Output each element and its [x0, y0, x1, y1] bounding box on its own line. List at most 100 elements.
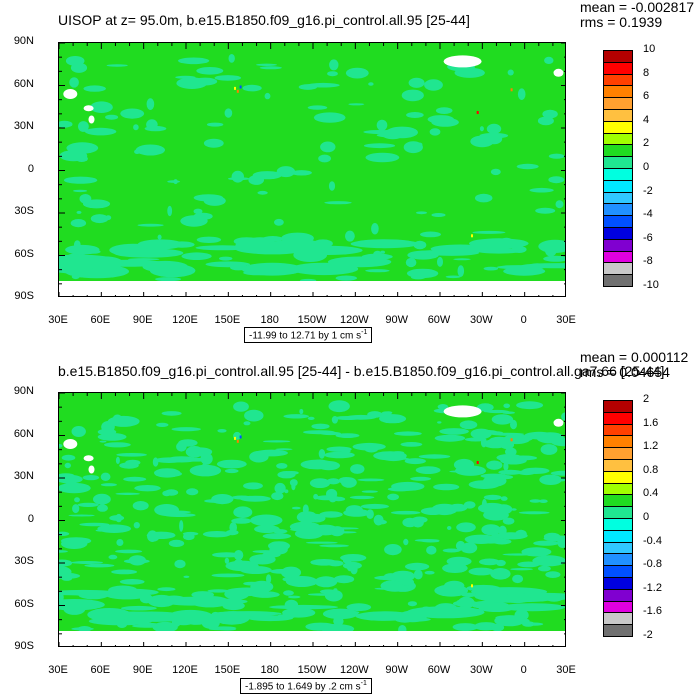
- field-cell: [105, 114, 119, 120]
- field-cell: [456, 599, 473, 604]
- field-cell: [494, 615, 525, 627]
- field-cell: [557, 537, 565, 548]
- field-cell: [116, 453, 147, 457]
- field-cell: [548, 176, 565, 184]
- field-cell: [59, 550, 68, 553]
- field-cell: [83, 85, 106, 92]
- field-cell: [492, 538, 512, 545]
- mask-blob: [88, 115, 95, 124]
- colorbar-label: 0: [643, 161, 650, 173]
- field-cell: [163, 513, 196, 517]
- x-tick-label: 90W: [385, 314, 408, 326]
- bottom-map-svg: [59, 393, 565, 646]
- field-cell: [262, 440, 291, 443]
- field-cell: [479, 558, 500, 566]
- top-rms: rms = 0.1939: [580, 14, 663, 30]
- field-cell: [426, 545, 437, 555]
- field-cell: [155, 277, 182, 282]
- field-cell: [561, 412, 565, 421]
- field-cell: [59, 589, 119, 596]
- field-patches: [59, 54, 565, 282]
- field-cell: [332, 496, 346, 502]
- field-cell: [97, 504, 108, 512]
- field-cell: [390, 510, 421, 515]
- field-cell: [324, 451, 355, 459]
- field-cell: [329, 59, 339, 71]
- field-cell: [276, 463, 288, 469]
- field-cell: [65, 244, 100, 255]
- x-tick-label: 90E: [132, 314, 153, 326]
- colorbar-label: 8: [643, 66, 650, 79]
- field-cell: [311, 423, 330, 430]
- field-cell: [512, 574, 524, 584]
- field-cell: [327, 560, 344, 567]
- field-cell: [99, 440, 107, 443]
- field-cell: [442, 548, 461, 553]
- field-cell: [415, 466, 441, 474]
- field-cell: [499, 603, 565, 612]
- field-cell: [517, 88, 526, 100]
- field-cell: [532, 555, 565, 567]
- field-cell: [406, 268, 439, 279]
- field-cell: [539, 499, 548, 503]
- field-cell: [459, 420, 478, 430]
- x-tick-label: 30E: [556, 314, 576, 326]
- field-spots: [234, 85, 513, 238]
- field-cell: [203, 138, 224, 148]
- field-cell: [259, 66, 282, 70]
- field-cell: [268, 239, 325, 253]
- field-cell: [545, 571, 561, 578]
- field-cell: [427, 115, 454, 124]
- field-cell: [171, 427, 201, 432]
- x-tick-label: 180: [260, 314, 279, 326]
- field-cell: [414, 539, 440, 542]
- colorbar-label: 2: [643, 137, 650, 150]
- field-cell: [376, 119, 388, 131]
- field-cell: [401, 578, 414, 586]
- field-cell: [456, 522, 476, 533]
- field-cell: [154, 468, 181, 478]
- field-cell: [384, 544, 402, 556]
- field-cell: [322, 624, 342, 632]
- field-cell: [313, 112, 346, 123]
- field-cell: [342, 561, 362, 570]
- x-tick-label: 90W: [385, 664, 408, 676]
- field-cell: [167, 609, 213, 623]
- bottom-range-sup: -1: [360, 680, 367, 687]
- x-tick-label: 60E: [90, 664, 111, 676]
- field-cell: [498, 525, 507, 536]
- field-cell: [542, 109, 558, 119]
- field-cell: [121, 605, 157, 611]
- field-cell: [228, 177, 250, 181]
- field-cell: [168, 539, 185, 547]
- field-cell: [555, 200, 564, 209]
- field-cell: [97, 433, 127, 441]
- field-cell: [401, 89, 424, 102]
- field-cell: [166, 456, 197, 463]
- field-cell: [404, 458, 426, 465]
- field-cell: [349, 495, 375, 500]
- field-cell: [262, 533, 292, 540]
- bottom-mean: mean = 0.000112: [580, 349, 689, 365]
- field-cell: [431, 213, 446, 217]
- field-cell: [424, 79, 443, 91]
- field-cell: [444, 580, 465, 591]
- field-cell: [288, 595, 301, 599]
- field-cell: [365, 152, 400, 163]
- field-cell: [307, 105, 328, 110]
- field-cell: [486, 123, 502, 134]
- field-cell: [77, 502, 99, 507]
- field-cell: [82, 475, 100, 481]
- field-cell: [78, 121, 89, 132]
- field-cell: [373, 514, 384, 526]
- field-cell: [490, 168, 501, 176]
- field-cell: [453, 458, 475, 471]
- colorbar-label: -1.6: [643, 605, 662, 618]
- field-cell: [74, 497, 80, 503]
- field-cell: [59, 482, 91, 494]
- colorbar-label: -1.2: [643, 581, 662, 594]
- field-cell: [71, 426, 86, 437]
- colorbar-label: 6: [643, 90, 650, 103]
- field-cell: [453, 258, 471, 261]
- field-cell: [434, 434, 466, 442]
